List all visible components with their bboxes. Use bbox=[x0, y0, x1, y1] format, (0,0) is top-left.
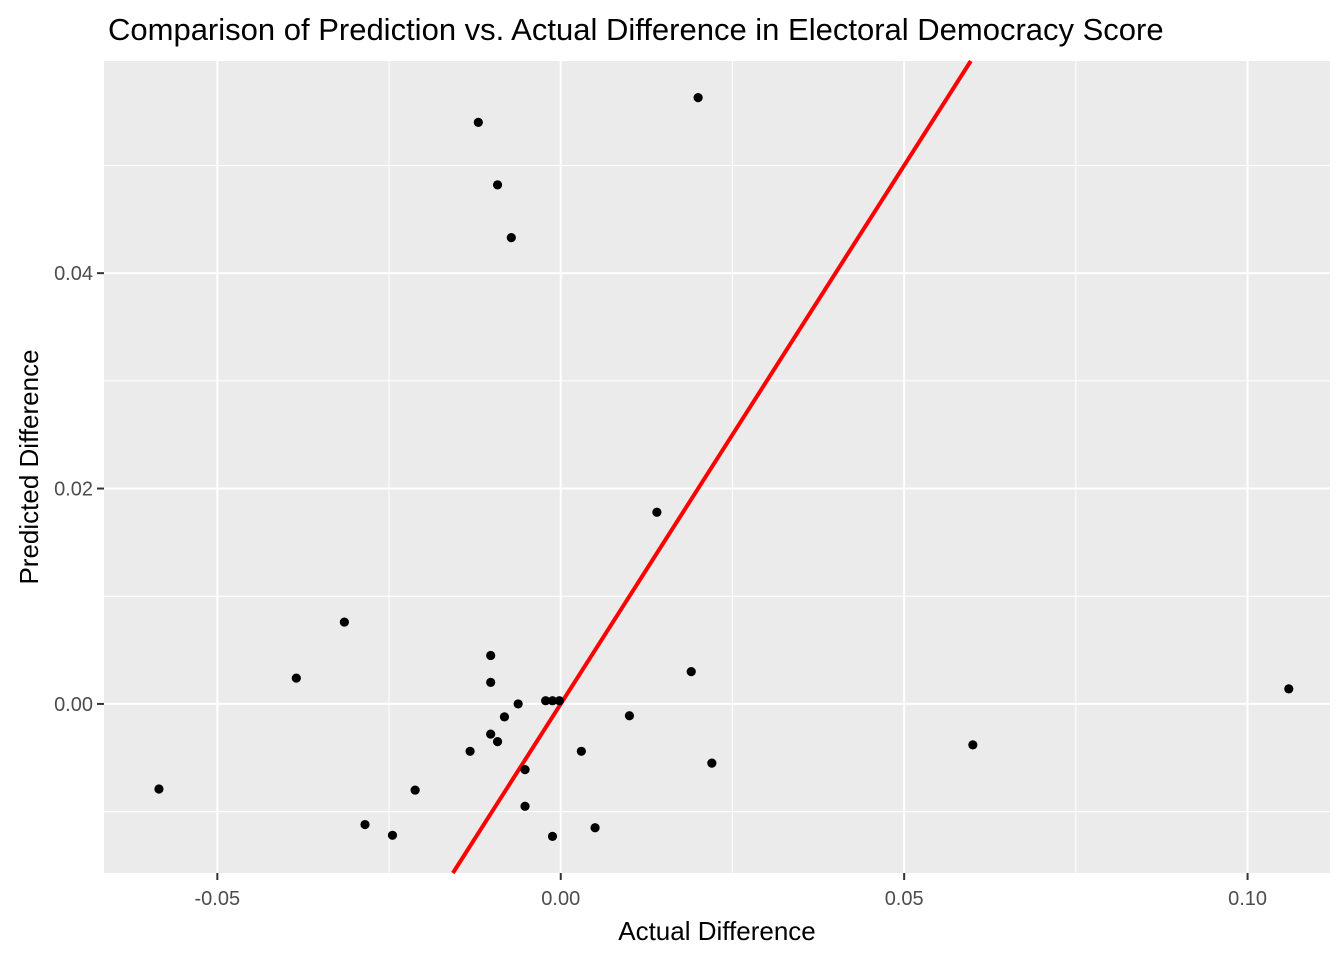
data-point bbox=[686, 667, 696, 677]
data-point bbox=[1284, 684, 1294, 694]
points-layer bbox=[154, 93, 1294, 841]
x-tick-label: 0.10 bbox=[1228, 888, 1267, 910]
grid-minor bbox=[104, 61, 1330, 873]
data-point bbox=[410, 785, 420, 795]
data-point bbox=[554, 696, 564, 706]
x-axis-title: Actual Difference bbox=[618, 916, 816, 946]
data-point bbox=[520, 765, 530, 775]
data-point bbox=[513, 699, 523, 709]
reference-line-layer bbox=[451, 59, 973, 875]
data-point bbox=[547, 696, 558, 706]
data-point bbox=[541, 696, 551, 706]
data-point bbox=[486, 677, 496, 687]
x-tick-label: -0.05 bbox=[195, 888, 241, 910]
data-point bbox=[486, 729, 496, 739]
data-point bbox=[624, 711, 635, 721]
data-point bbox=[652, 507, 662, 517]
data-point bbox=[506, 233, 516, 243]
data-point bbox=[339, 617, 349, 627]
reference-line bbox=[451, 59, 973, 875]
x-tick-label: 0.05 bbox=[885, 888, 924, 910]
data-point bbox=[465, 746, 475, 756]
data-point bbox=[520, 801, 530, 811]
data-point bbox=[486, 650, 496, 661]
data-point bbox=[387, 830, 398, 840]
grid-major bbox=[104, 61, 1330, 873]
data-point bbox=[499, 712, 510, 722]
data-point bbox=[291, 673, 301, 683]
data-point bbox=[154, 784, 164, 794]
data-point bbox=[693, 93, 703, 103]
y-axis-title: Predicted Difference bbox=[14, 349, 44, 584]
plot-panel bbox=[104, 61, 1330, 873]
y-tick-label: 0.02 bbox=[54, 479, 93, 501]
y-axis: 0.00 0.02 0.04 bbox=[54, 263, 104, 716]
data-point bbox=[473, 117, 483, 127]
data-point bbox=[590, 823, 600, 833]
y-tick-label: 0.00 bbox=[54, 694, 93, 716]
data-point bbox=[492, 180, 503, 190]
data-point bbox=[360, 819, 370, 830]
chart-title: Comparison of Prediction vs. Actual Diff… bbox=[108, 12, 1164, 47]
data-point bbox=[547, 831, 558, 841]
x-tick-label: 0.00 bbox=[541, 888, 580, 910]
data-point bbox=[968, 740, 978, 750]
data-point bbox=[492, 737, 503, 747]
data-point bbox=[576, 746, 586, 756]
x-axis: -0.05 0.00 0.05 0.10 bbox=[195, 873, 1267, 910]
data-point bbox=[707, 758, 717, 768]
y-tick-label: 0.04 bbox=[54, 263, 93, 285]
